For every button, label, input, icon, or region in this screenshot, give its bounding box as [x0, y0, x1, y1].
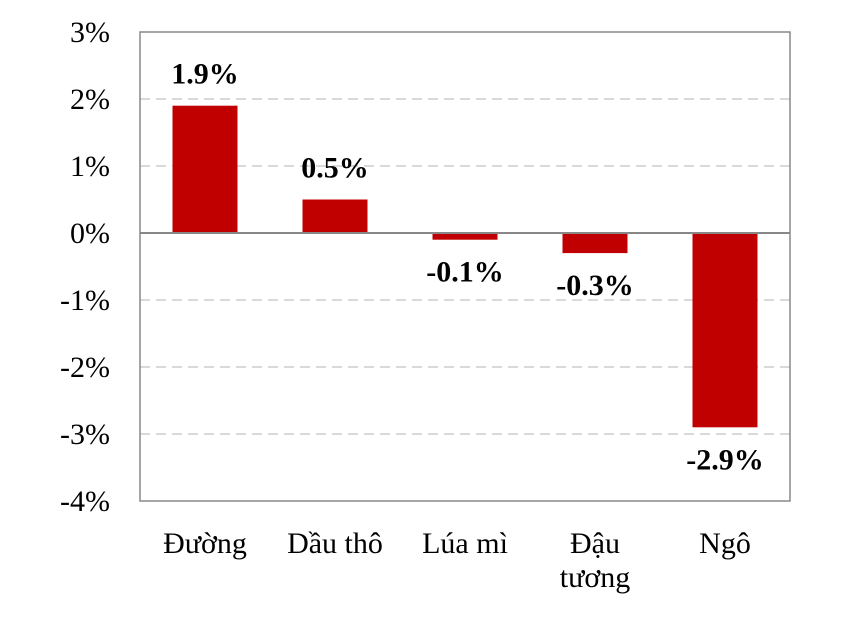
bar: [562, 233, 628, 254]
bars: [172, 105, 758, 428]
plot-frame: [139, 31, 791, 502]
y-tick-label: -1%: [60, 284, 110, 317]
bar: [692, 233, 758, 428]
data-label: -0.1%: [426, 256, 504, 289]
x-category-label: Lúa mì: [422, 527, 508, 560]
x-category-label: Đường: [163, 527, 247, 560]
y-tick-label: 1%: [70, 150, 110, 183]
bar: [432, 233, 498, 240]
data-label: -0.3%: [556, 269, 634, 302]
y-axis-tick-labels: 3% 2% 1% 0% -1% -2% -3% -4%: [60, 16, 110, 518]
y-tick-label: -4%: [60, 485, 110, 518]
data-label: 1.9%: [171, 58, 239, 91]
x-category-label: Đậu: [570, 527, 620, 560]
x-category-label: Ngô: [699, 527, 751, 560]
y-tick-label: -3%: [60, 418, 110, 451]
data-label: 0.5%: [301, 152, 369, 185]
y-tick-label: -2%: [60, 351, 110, 384]
x-category-label: tương: [560, 561, 630, 594]
x-category-label: Dầu thô: [287, 527, 383, 560]
bar: [172, 105, 238, 233]
bar: [302, 199, 368, 233]
data-label: -2.9%: [686, 443, 764, 476]
data-labels: 1.9% 0.5% -0.1% -0.3% -2.9%: [171, 58, 764, 477]
gridlines: [140, 98, 790, 435]
y-tick-label: 0%: [70, 217, 110, 250]
y-tick-label: 2%: [70, 83, 110, 116]
y-tick-label: 3%: [70, 16, 110, 49]
